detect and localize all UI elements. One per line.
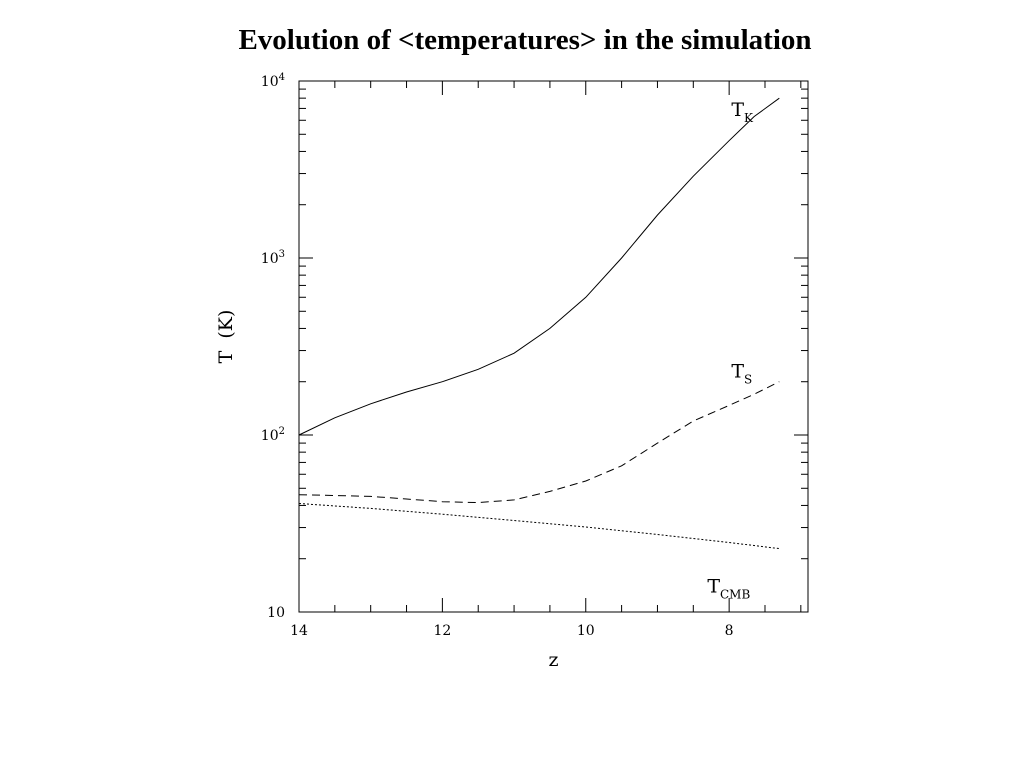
major-ticks <box>298 80 808 613</box>
series-line-t-cmb <box>298 503 780 550</box>
y-axis-title: T (K) <box>215 310 237 364</box>
series-lines <box>298 97 780 550</box>
series-line-t-s <box>298 381 780 504</box>
y-tick-label: 10 <box>267 605 285 621</box>
x-tick-label: 14 <box>290 623 308 639</box>
plot-frame <box>298 80 809 613</box>
series-line-t-k <box>298 97 780 436</box>
x-tick-labels: 14 12 10 8 <box>290 623 734 639</box>
x-tick-label: 12 <box>433 623 451 639</box>
minor-ticks <box>299 81 808 612</box>
series-label-t-s: TS <box>731 361 752 387</box>
x-tick-label: 8 <box>725 623 734 639</box>
x-axis-title: z <box>548 649 558 671</box>
slide-title: Evolution of <temperatures> in the simul… <box>238 24 812 56</box>
y-tick-labels: 10 102 103 104 <box>261 72 285 621</box>
x-tick-label: 10 <box>577 623 595 639</box>
y-tick-label: 103 <box>261 249 285 267</box>
series-labels: TK TS TCMB <box>707 99 754 601</box>
y-tick-label: 102 <box>261 426 285 444</box>
y-tick-label: 104 <box>261 72 285 90</box>
series-label-t-k: TK <box>731 99 754 125</box>
series-label-t-cmb: TCMB <box>707 576 750 602</box>
